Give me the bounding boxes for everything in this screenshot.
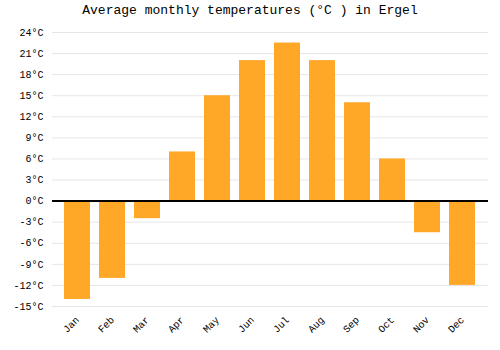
svg-text:Jul: Jul — [271, 315, 292, 336]
svg-text:9°C: 9°C — [25, 133, 43, 144]
svg-text:Jun: Jun — [236, 315, 257, 336]
svg-text:24°C: 24°C — [19, 28, 43, 39]
svg-text:Nov: Nov — [411, 315, 432, 336]
svg-text:Apr: Apr — [166, 315, 187, 336]
svg-text:21°C: 21°C — [19, 49, 43, 60]
svg-text:Mar: Mar — [131, 315, 152, 336]
html-text:Average monthly temperatures (: Average monthly temperatures (°C ) in Er… — [82, 3, 418, 18]
svg-text:15°C: 15°C — [19, 91, 43, 102]
svg-text:-6°C: -6°C — [19, 238, 43, 249]
svg-text:-9°C: -9°C — [19, 260, 43, 271]
svg-text:12°C: 12°C — [19, 112, 43, 123]
svg-text:-3°C: -3°C — [19, 217, 43, 228]
svg-text:Aug: Aug — [306, 315, 327, 336]
svg-text:-15°C: -15°C — [13, 302, 43, 313]
svg-text:18°C: 18°C — [19, 70, 43, 81]
svg-text:6°C: 6°C — [25, 154, 43, 165]
svg-text:Feb: Feb — [96, 315, 117, 336]
svg-text:May: May — [201, 315, 222, 336]
svg-text:Jan: Jan — [61, 315, 82, 336]
svg-text:Dec: Dec — [446, 315, 467, 336]
svg-text:0°C: 0°C — [25, 196, 43, 207]
svg-text:Sep: Sep — [341, 315, 362, 336]
svg-text:Oct: Oct — [376, 315, 397, 336]
svg-text:-12°C: -12°C — [13, 281, 43, 292]
svg-text:3°C: 3°C — [25, 175, 43, 186]
